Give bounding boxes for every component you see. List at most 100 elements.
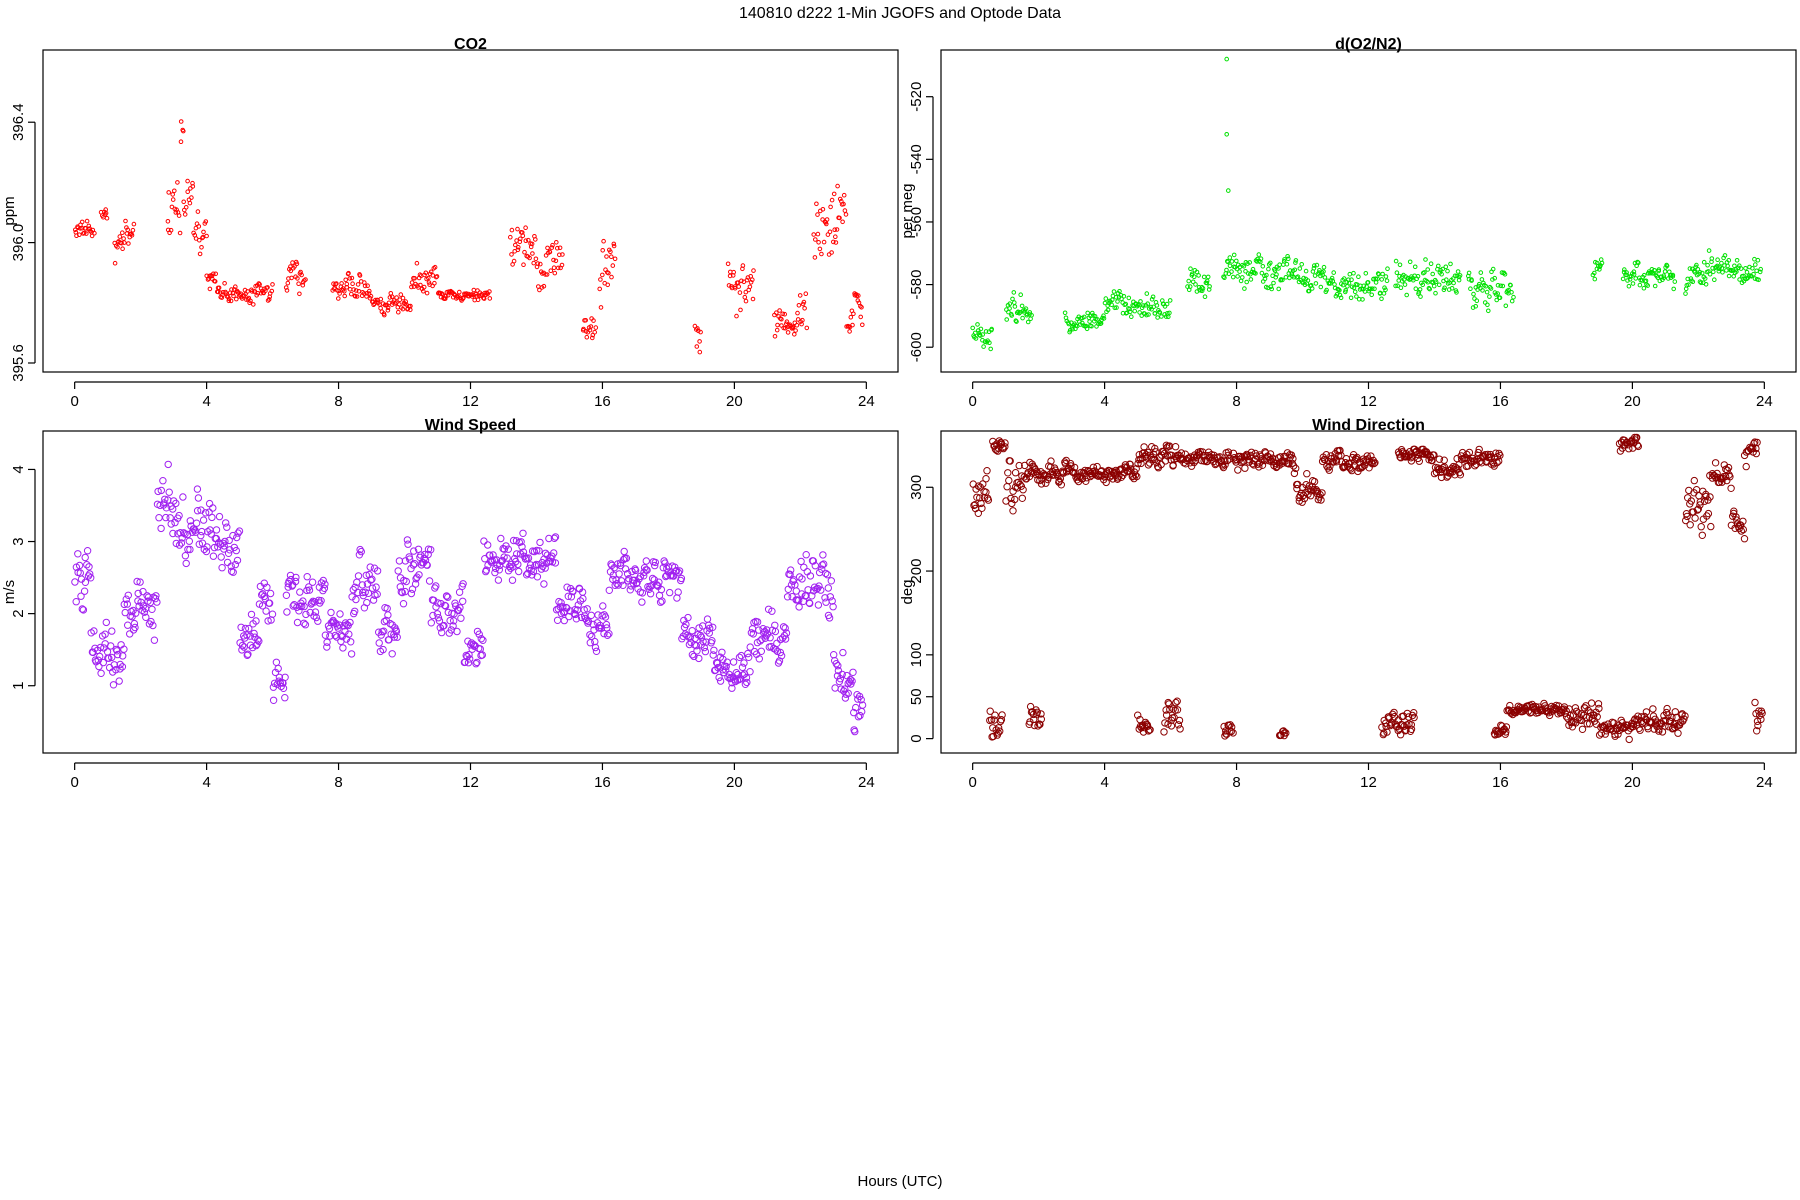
data-point bbox=[173, 210, 179, 215]
data-point bbox=[217, 290, 223, 295]
data-point bbox=[1468, 286, 1473, 292]
data-point bbox=[1188, 266, 1193, 272]
data-point bbox=[227, 567, 236, 575]
data-point bbox=[472, 660, 480, 668]
data-point bbox=[346, 270, 351, 276]
data-point bbox=[526, 561, 535, 569]
data-point bbox=[1383, 728, 1391, 736]
data-point bbox=[1312, 486, 1320, 494]
data-point bbox=[406, 555, 414, 563]
data-point bbox=[1631, 272, 1637, 277]
data-point bbox=[996, 727, 1004, 735]
data-point bbox=[780, 311, 786, 317]
data-point bbox=[1306, 288, 1312, 294]
data-point bbox=[509, 252, 514, 257]
data-point bbox=[1483, 283, 1489, 289]
data-point bbox=[1756, 277, 1761, 283]
data-point bbox=[398, 292, 404, 297]
data-point bbox=[834, 227, 840, 232]
data-point bbox=[385, 308, 391, 313]
data-point bbox=[1732, 513, 1740, 521]
data-point bbox=[604, 254, 609, 259]
x-tick-label: 8 bbox=[334, 393, 342, 410]
data-point bbox=[258, 290, 264, 296]
data-point bbox=[405, 306, 411, 311]
data-point bbox=[1753, 438, 1761, 447]
data-point bbox=[426, 275, 431, 281]
data-point bbox=[385, 305, 391, 311]
data-point bbox=[201, 509, 210, 517]
data-point bbox=[655, 578, 663, 586]
data-point bbox=[1318, 284, 1324, 290]
data-point bbox=[1165, 700, 1173, 708]
data-point bbox=[1740, 535, 1749, 543]
data-point bbox=[536, 538, 544, 547]
data-point bbox=[79, 606, 88, 614]
data-point bbox=[392, 627, 401, 636]
data-point bbox=[1172, 698, 1180, 707]
data-point bbox=[1054, 472, 1062, 481]
data-point bbox=[815, 212, 820, 217]
data-point bbox=[530, 251, 535, 256]
data-point bbox=[109, 681, 118, 689]
data-point bbox=[533, 546, 541, 555]
x-tick-label: 16 bbox=[594, 774, 611, 791]
data-point bbox=[1394, 270, 1400, 276]
data-point bbox=[443, 296, 448, 301]
data-point bbox=[191, 230, 196, 236]
data-point bbox=[183, 530, 192, 539]
data-point bbox=[1450, 465, 1458, 473]
data-point bbox=[626, 586, 634, 594]
data-point bbox=[1671, 286, 1676, 292]
data-point bbox=[677, 574, 686, 583]
data-point bbox=[1449, 286, 1455, 291]
data-point bbox=[1750, 266, 1755, 271]
data-point bbox=[1241, 264, 1247, 269]
data-point bbox=[1566, 711, 1575, 720]
data-point bbox=[126, 630, 134, 638]
data-point bbox=[1433, 290, 1438, 296]
data-point bbox=[1633, 276, 1638, 281]
data-point bbox=[1641, 272, 1647, 278]
data-point bbox=[1624, 270, 1629, 275]
data-point bbox=[774, 327, 780, 333]
data-point bbox=[1415, 457, 1424, 465]
data-point bbox=[1152, 311, 1158, 316]
data-point bbox=[1224, 132, 1229, 137]
data-point bbox=[1004, 469, 1012, 477]
data-point bbox=[1167, 298, 1173, 303]
data-point bbox=[401, 557, 410, 565]
data-point bbox=[1276, 286, 1281, 292]
data-point bbox=[449, 622, 457, 630]
data-point bbox=[1690, 279, 1696, 285]
data-point bbox=[1662, 269, 1668, 274]
data-point bbox=[1371, 459, 1379, 467]
data-point bbox=[1151, 444, 1159, 453]
data-point bbox=[351, 287, 357, 292]
data-point bbox=[1081, 314, 1087, 320]
data-point bbox=[780, 631, 789, 640]
data-point bbox=[321, 631, 330, 639]
data-point bbox=[339, 644, 347, 652]
x-tick-label: 8 bbox=[1232, 774, 1240, 791]
data-point bbox=[1148, 304, 1153, 310]
data-point bbox=[1242, 286, 1247, 291]
data-point bbox=[751, 268, 756, 273]
data-point bbox=[844, 689, 852, 697]
y-tick-label: 395.6 bbox=[10, 344, 27, 382]
data-point bbox=[563, 583, 571, 591]
data-point bbox=[642, 557, 650, 565]
data-point bbox=[1688, 276, 1694, 281]
data-point bbox=[1332, 458, 1341, 466]
data-point bbox=[986, 707, 994, 715]
data-point bbox=[608, 249, 613, 254]
data-point bbox=[298, 602, 306, 610]
data-point bbox=[1004, 317, 1010, 322]
data-point bbox=[815, 582, 823, 590]
data-point bbox=[1007, 301, 1013, 307]
data-point bbox=[998, 711, 1006, 719]
data-point bbox=[221, 537, 229, 546]
data-point bbox=[520, 233, 526, 238]
data-point bbox=[858, 701, 867, 709]
data-point bbox=[1256, 252, 1262, 257]
